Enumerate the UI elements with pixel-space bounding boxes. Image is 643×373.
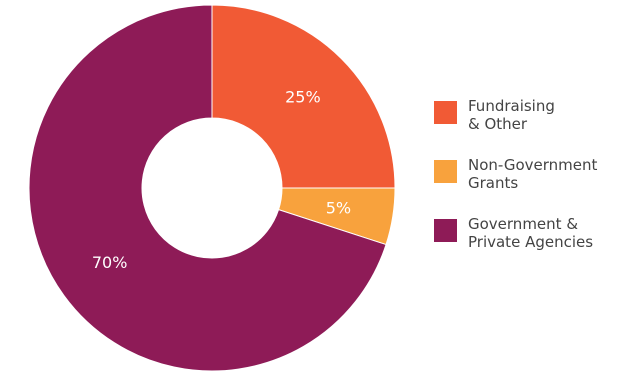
legend-item-government-private-agencies: Government & Private Agencies: [434, 215, 593, 251]
slice-label-non-government-grants: 5%: [326, 199, 351, 218]
slice-labels: 25% 5% 70%: [92, 88, 351, 272]
slice-government-private-agencies: [28, 4, 387, 372]
slices: [28, 4, 396, 372]
legend-swatch-government-private-agencies: [434, 219, 457, 242]
legend-item-non-government-grants: Non-Government Grants: [434, 156, 597, 192]
legend-swatch-fundraising: [434, 101, 457, 124]
legend-item-fundraising: Fundraising & Other: [434, 97, 555, 133]
slice-fundraising: [211, 4, 396, 189]
legend-label-government-private-agencies: Government & Private Agencies: [468, 215, 594, 251]
slice-label-government-private-agencies: 70%: [92, 253, 128, 272]
legend-label-non-government-grants: Non-Government Grants: [468, 156, 598, 192]
legend-swatch-non-government-grants: [434, 160, 457, 183]
legend-label-fundraising: Fundraising & Other: [468, 97, 555, 133]
slice-label-fundraising: 25%: [285, 88, 321, 107]
